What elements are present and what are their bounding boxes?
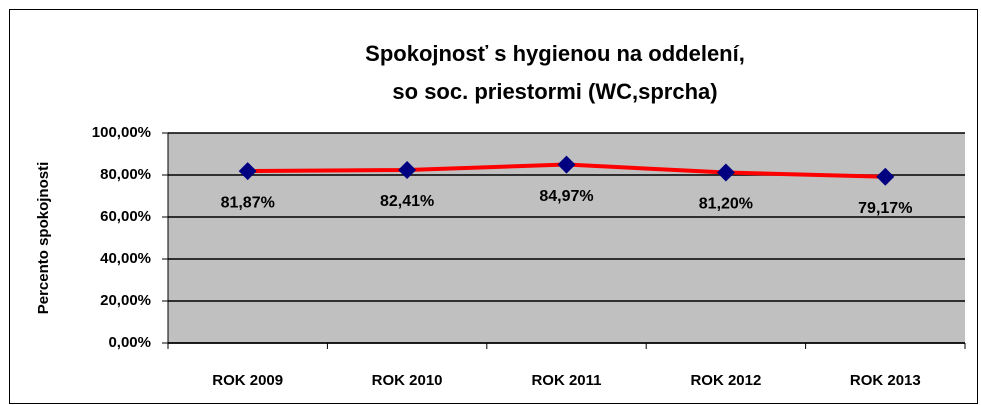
data-label: 82,41% <box>380 193 434 210</box>
x-tick-label: ROK 2011 <box>531 372 601 389</box>
y-tick-label: 40,00% <box>100 250 151 267</box>
marker <box>238 162 257 181</box>
y-tick-label: 60,00% <box>100 208 151 225</box>
data-label: 81,87% <box>221 194 275 211</box>
y-tick-label: 20,00% <box>100 292 151 309</box>
x-tick-label: ROK 2013 <box>850 372 921 389</box>
data-label: 79,17% <box>858 200 912 217</box>
marker <box>876 167 895 186</box>
marker <box>716 163 735 182</box>
y-tick-label: 80,00% <box>100 166 151 183</box>
chart-title: so soc. priestormi (WC,sprcha) <box>392 79 717 104</box>
y-axis-label: Percento spokojnosti <box>35 162 52 315</box>
data-label: 81,20% <box>699 196 753 213</box>
y-tick-label: 100,00% <box>92 124 151 141</box>
data-label: 84,97% <box>539 188 593 205</box>
x-tick-label: ROK 2009 <box>212 372 283 389</box>
marker <box>557 155 576 174</box>
x-tick-label: ROK 2012 <box>690 372 761 389</box>
marker <box>398 160 417 179</box>
chart-title: Spokojnosť s hygienou na oddelení, <box>365 41 745 66</box>
y-tick-label: 0,00% <box>108 334 151 351</box>
x-tick-label: ROK 2010 <box>372 372 443 389</box>
